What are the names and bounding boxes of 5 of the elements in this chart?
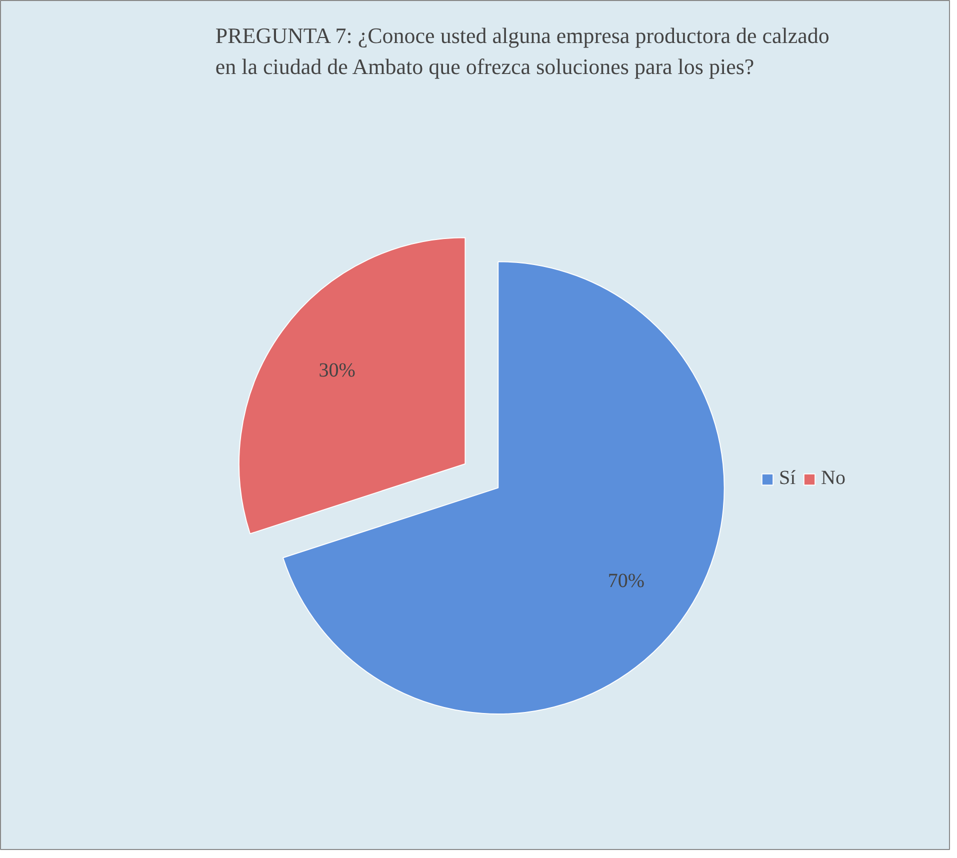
legend-label: Sí [779, 467, 797, 490]
chart-title: PREGUNTA 7: ¿Conoce usted alguna empresa productora de calzado en la ciudad de Ambato que ofrezca soluciones para los pies? [215, 23, 830, 79]
data-label: 70% [608, 570, 645, 592]
data-label: 30% [318, 360, 356, 382]
legend-label: No [821, 467, 846, 490]
